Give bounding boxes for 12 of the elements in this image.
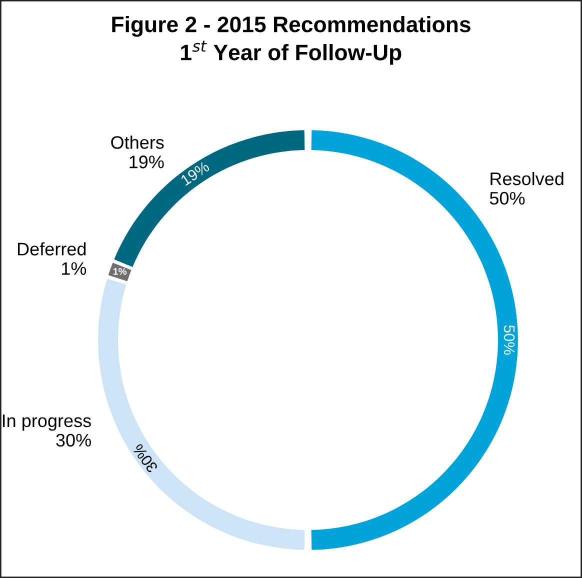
slice-label: Others bbox=[111, 136, 164, 149]
slice-label: Deferred bbox=[18, 242, 86, 256]
chart-title: Figure 2 - 2015 Recommendations 1$^{st}$ Year of Follow-Up bbox=[112, 16, 470, 65]
text: 30% bbox=[56, 434, 91, 447]
text: 50% bbox=[490, 192, 525, 205]
slice-label: Resolved bbox=[490, 172, 564, 186]
slice-label: In progress bbox=[2, 414, 91, 431]
data-label: 50% bbox=[504, 325, 515, 355]
data-label: 19% bbox=[180, 160, 210, 186]
data-label: 1% bbox=[113, 268, 127, 275]
text: 1% bbox=[62, 262, 86, 275]
text: 19% bbox=[130, 156, 164, 168]
